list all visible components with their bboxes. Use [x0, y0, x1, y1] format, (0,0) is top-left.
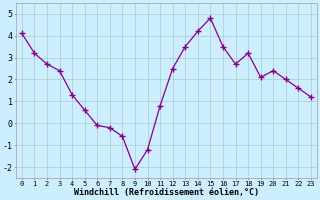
X-axis label: Windchill (Refroidissement éolien,°C): Windchill (Refroidissement éolien,°C)	[74, 188, 259, 197]
